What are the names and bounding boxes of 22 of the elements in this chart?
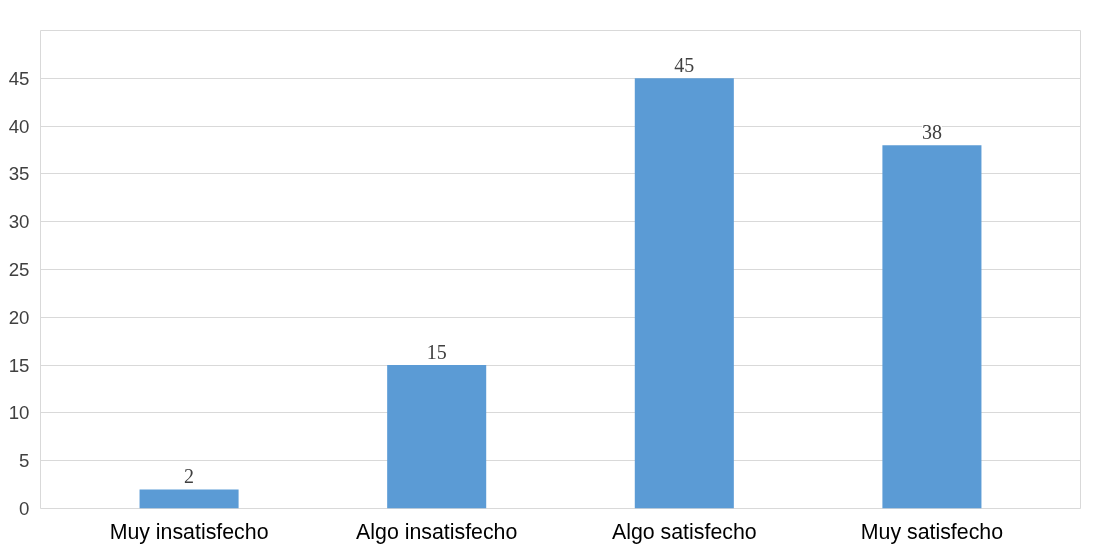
bar (634, 78, 734, 509)
y-tick-label: 5 (19, 450, 30, 472)
y-tick-label: 45 (8, 67, 30, 89)
y-tick-label: 30 (8, 211, 30, 233)
bar (882, 145, 982, 509)
y-tick-label: 20 (8, 306, 30, 328)
y-tick-label: 40 (8, 115, 30, 137)
y-tick-label: 15 (8, 354, 30, 376)
data-label: 38 (921, 121, 942, 144)
x-tick-label: Algo satisfecho (611, 519, 757, 544)
data-label: 2 (184, 465, 195, 488)
y-tick-label: 35 (8, 163, 30, 185)
bar (139, 489, 239, 509)
y-tick-label: 0 (19, 498, 30, 519)
x-tick-label: Muy insatisfecho (109, 519, 269, 544)
y-tick-label: 25 (8, 259, 30, 280)
x-tick-label: Muy satisfecho (860, 519, 1004, 544)
y-tick-label: 10 (8, 402, 30, 424)
data-label: 15 (426, 341, 447, 364)
data-label: 45 (674, 54, 695, 77)
bar (387, 365, 487, 509)
x-tick-label: Algo insatisfecho (356, 519, 518, 544)
